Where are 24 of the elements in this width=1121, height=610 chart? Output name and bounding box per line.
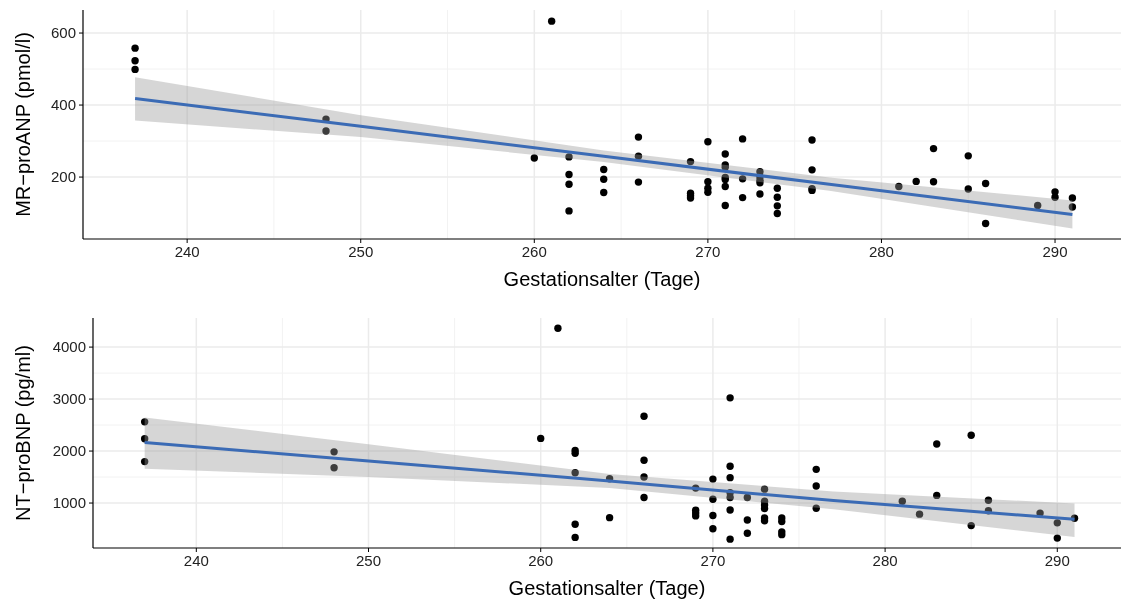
x-tick-label: 250 — [348, 243, 374, 260]
y-tick-label: 2000 — [52, 442, 86, 460]
y-tick-label: 200 — [50, 168, 76, 186]
x-tick-label: 250 — [356, 552, 382, 569]
x-tick-label: 240 — [183, 552, 209, 569]
x-tick-label: 260 — [521, 243, 547, 260]
y-axis-title: NT−proBNP (pg/ml) — [12, 345, 34, 521]
x-axis-title: Gestationsalter (Tage) — [503, 268, 701, 290]
y-tick-label: 600 — [50, 24, 76, 42]
x-tick-label: 270 — [695, 243, 721, 260]
x-tick-label: 260 — [528, 552, 554, 569]
x-tick-label: 290 — [1042, 243, 1068, 260]
x-tick-label: 270 — [700, 552, 726, 569]
y-axis-title: MR−proANP (pmol/l) — [12, 32, 34, 217]
x-tick-label: 290 — [1044, 552, 1070, 569]
y-tick-label: 400 — [50, 96, 76, 114]
line-series — [133, 97, 1074, 217]
y-tick-label: 4000 — [52, 338, 86, 356]
x-tick-label: 280 — [868, 243, 894, 260]
y-tick-label: 1000 — [52, 494, 86, 512]
x-axis-title: Gestationsalter (Tage) — [508, 577, 706, 599]
x-tick-label: 240 — [174, 243, 200, 260]
x-tick-label: 280 — [872, 552, 898, 569]
y-tick-label: 3000 — [52, 390, 86, 408]
